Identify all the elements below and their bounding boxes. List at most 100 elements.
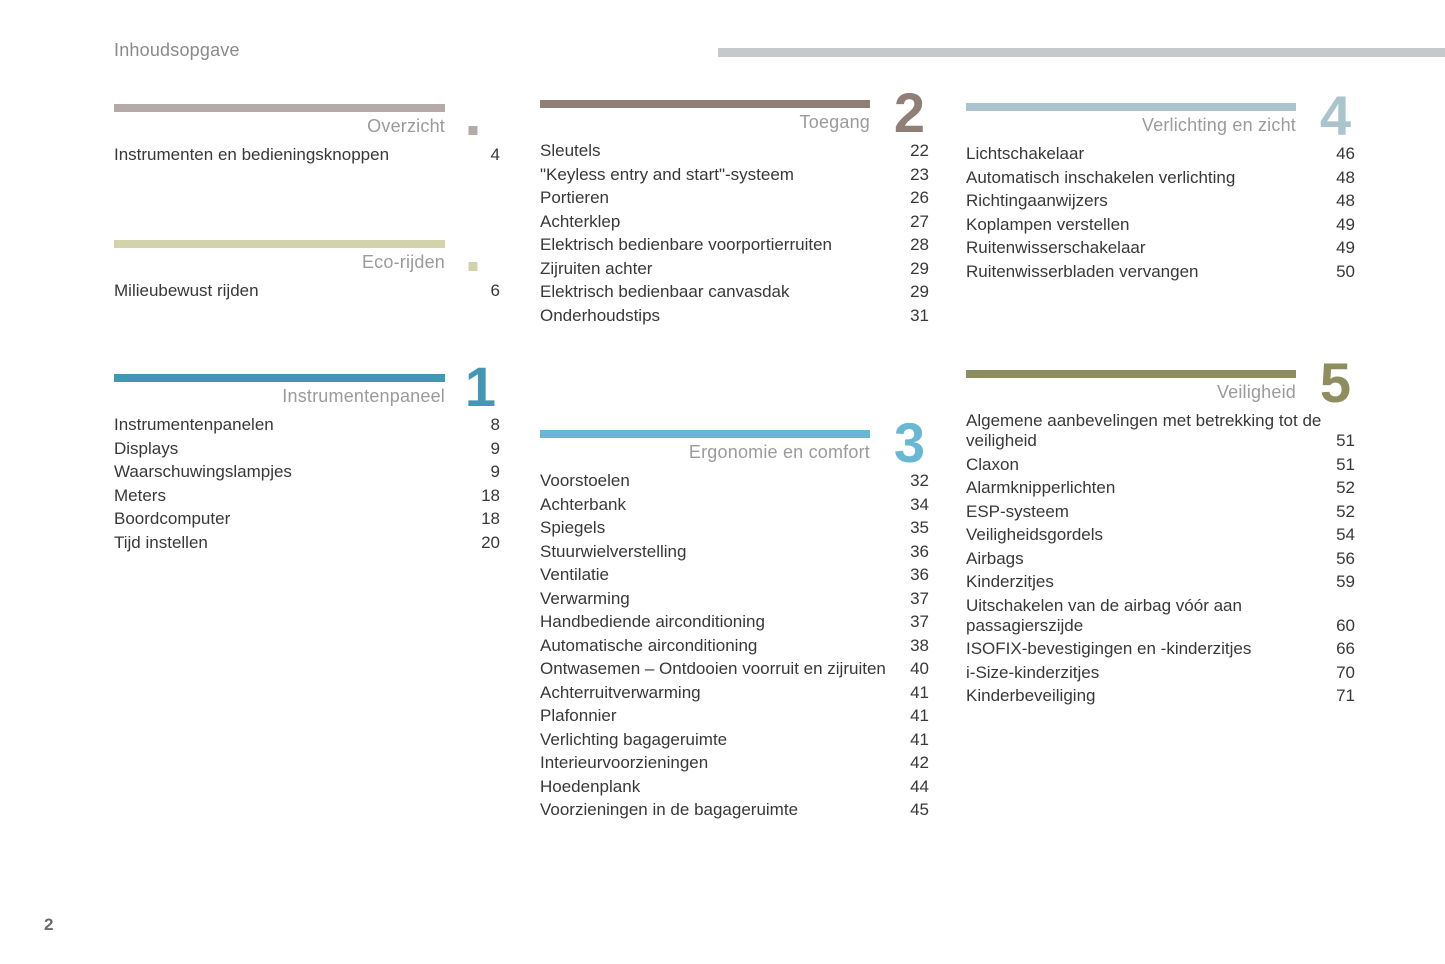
toc-entry[interactable]: Uitschakelen van de airbag vóór aan pass… xyxy=(966,596,1355,636)
toc-section-veiligheid: Veiligheid 5 Algemene aanbevelingen met … xyxy=(966,355,1355,710)
toc-entry-label: Ruitenwisserschakelaar xyxy=(966,238,1146,257)
toc-entry-page: 49 xyxy=(1336,238,1355,257)
toc-entry[interactable]: Ontwasemen – Ontdooien voorruit en zijru… xyxy=(540,659,929,679)
toc-entry[interactable]: Kinderzitjes 59 xyxy=(966,572,1355,592)
toc-entry[interactable]: Spiegels 35 xyxy=(540,518,929,538)
toc-entry[interactable]: Voorstoelen 32 xyxy=(540,471,929,491)
toc-entry[interactable]: Lichtschakelaar 46 xyxy=(966,144,1355,164)
toc-entry[interactable]: Waarschuwingslampjes 9 xyxy=(114,462,500,482)
toc-entry-page: 22 xyxy=(910,141,929,160)
toc-entry-page: 70 xyxy=(1336,662,1355,682)
toc-entry-page: 20 xyxy=(481,532,500,552)
toc-entry-page: 52 xyxy=(1336,478,1355,497)
toc-entry-page: 41 xyxy=(910,729,929,749)
toc-entry[interactable]: Elektrisch bedienbare voorportierruiten … xyxy=(540,235,929,255)
toc-entry[interactable]: Ventilatie 36 xyxy=(540,565,929,585)
toc-entry-label: Achterklep xyxy=(540,211,621,231)
toc-entry-label: Alarmknipperlichten xyxy=(966,478,1116,497)
toc-entry[interactable]: Displays 9 xyxy=(114,439,500,459)
toc-entry[interactable]: Boordcomputer 18 xyxy=(114,509,500,529)
toc-entry[interactable]: Voorzieningen in de bagageruimte 45 xyxy=(540,800,929,820)
toc-entry-list: Instrumentenpanelen 8 Displays 9 Waarsch… xyxy=(114,415,500,553)
toc-entry[interactable]: Airbags 56 xyxy=(966,549,1355,569)
toc-entry[interactable]: Automatisch inschakelen verlichting 48 xyxy=(966,168,1355,188)
toc-entry-page: 41 xyxy=(910,682,929,702)
toc-entry-label: Voorstoelen xyxy=(540,471,630,490)
toc-entry-page: 35 xyxy=(910,518,929,537)
toc-entry-label: Ontwasemen – Ontdooien voorruit en zijru… xyxy=(540,659,886,678)
section-header: Toegang 2 xyxy=(540,85,929,141)
toc-column-3: Verlichting en zicht 4 Lichtschakelaar 4… xyxy=(966,0,1355,964)
toc-entry[interactable]: "Keyless entry and start"-systeem 23 xyxy=(540,165,929,185)
toc-entry-list: Voorstoelen 32 Achterbank 34 Spiegels 35… xyxy=(540,471,929,820)
toc-entry[interactable]: Achterklep 27 xyxy=(540,212,929,232)
toc-entry[interactable]: Ruitenwisserschakelaar 49 xyxy=(966,238,1355,258)
toc-entry-label: Instrumentenpanelen xyxy=(114,415,274,434)
toc-entry[interactable]: Achterbank 34 xyxy=(540,495,929,515)
toc-entry-list: Milieubewust rijden 6 xyxy=(114,281,500,301)
toc-entry[interactable]: Algemene aanbevelingen met betrekking to… xyxy=(966,411,1355,451)
toc-entry-page: 18 xyxy=(481,485,500,505)
toc-entry[interactable]: Interieurvoorzieningen 42 xyxy=(540,753,929,773)
toc-entry-page: 60 xyxy=(1336,615,1355,635)
section-color-bar xyxy=(114,104,445,112)
toc-entry-label: Meters xyxy=(114,485,166,505)
toc-entry-label: Automatische airconditioning xyxy=(540,635,758,655)
toc-entry[interactable]: Koplampen verstellen 49 xyxy=(966,215,1355,235)
toc-entry[interactable]: Portieren 26 xyxy=(540,188,929,208)
toc-entry-page: 48 xyxy=(1336,167,1355,187)
toc-entry-page: 37 xyxy=(910,588,929,608)
toc-entry[interactable]: Elektrisch bedienbaar canvasdak 29 xyxy=(540,282,929,302)
toc-entry-label: Elektrisch bedienbaar canvasdak xyxy=(540,282,790,301)
toc-entry-label: Ventilatie xyxy=(540,565,609,584)
toc-entry-page: 66 xyxy=(1336,639,1355,658)
toc-entry[interactable]: Hoedenplank 44 xyxy=(540,777,929,797)
section-header: Verlichting en zicht 4 xyxy=(966,88,1355,144)
toc-entry[interactable]: Claxon 51 xyxy=(966,455,1355,475)
chapter-number: 4 xyxy=(1319,84,1351,147)
toc-entry[interactable]: Veiligheidsgordels 54 xyxy=(966,525,1355,545)
section-title: Overzicht xyxy=(367,116,445,136)
toc-entry[interactable]: Instrumenten en bedieningsknoppen 4 xyxy=(114,145,500,165)
toc-column-1: Overzicht Instrumenten en bedieningsknop… xyxy=(114,0,500,964)
toc-entry[interactable]: Plafonnier 41 xyxy=(540,706,929,726)
toc-entry[interactable]: Zijruiten achter 29 xyxy=(540,259,929,279)
toc-entry-page: 36 xyxy=(910,541,929,561)
toc-section-eco-rijden: Eco-rijden Milieubewust rijden 6 xyxy=(114,240,500,305)
toc-entry-label: Milieubewust rijden xyxy=(114,281,259,300)
section-header: Veiligheid 5 xyxy=(966,355,1355,411)
toc-entry[interactable]: Milieubewust rijden 6 xyxy=(114,281,500,301)
toc-entry[interactable]: Meters 18 xyxy=(114,486,500,506)
toc-entry[interactable]: ESP-systeem 52 xyxy=(966,502,1355,522)
section-color-bar xyxy=(540,100,870,108)
toc-entry-label: i-Size-kinderzitjes xyxy=(966,662,1100,682)
toc-entry[interactable]: Onderhoudstips 31 xyxy=(540,306,929,326)
toc-entry-label: Verwarming xyxy=(540,588,630,608)
toc-entry[interactable]: Ruitenwisserbladen vervangen 50 xyxy=(966,262,1355,282)
toc-entry-page: 46 xyxy=(1336,144,1355,163)
toc-entry[interactable]: ISOFIX-bevestigingen en -kinderzitjes 66 xyxy=(966,639,1355,659)
toc-entry[interactable]: i-Size-kinderzitjes 70 xyxy=(966,663,1355,683)
toc-section-overzicht: Overzicht Instrumenten en bedieningsknop… xyxy=(114,104,500,169)
toc-entry-page: 45 xyxy=(910,800,929,819)
toc-entry[interactable]: Verwarming 37 xyxy=(540,589,929,609)
toc-entry[interactable]: Alarmknipperlichten 52 xyxy=(966,478,1355,498)
toc-entry-page: 32 xyxy=(910,471,929,490)
toc-entry-label: Stuurwielverstelling xyxy=(540,541,687,561)
toc-entry[interactable]: Sleutels 22 xyxy=(540,141,929,161)
toc-entry-label: Plafonnier xyxy=(540,706,617,725)
toc-entry[interactable]: Stuurwielverstelling 36 xyxy=(540,542,929,562)
toc-entry-page: 4 xyxy=(490,145,500,164)
toc-entry[interactable]: Richtingaanwijzers 48 xyxy=(966,191,1355,211)
toc-entry-page: 9 xyxy=(490,438,500,458)
toc-entry[interactable]: Handbediende airconditioning 37 xyxy=(540,612,929,632)
toc-entry-page: 29 xyxy=(910,282,929,301)
toc-entry[interactable]: Automatische airconditioning 38 xyxy=(540,636,929,656)
toc-entry[interactable]: Instrumentenpanelen 8 xyxy=(114,415,500,435)
toc-entry[interactable]: Tijd instellen 20 xyxy=(114,533,500,553)
toc-entry[interactable]: Kinderbeveiliging 71 xyxy=(966,686,1355,706)
toc-entry-label: Spiegels xyxy=(540,518,606,537)
toc-entry[interactable]: Verlichting bagageruimte 41 xyxy=(540,730,929,750)
toc-entry[interactable]: Achterruitverwarming 41 xyxy=(540,683,929,703)
section-title: Verlichting en zicht xyxy=(1141,115,1296,135)
